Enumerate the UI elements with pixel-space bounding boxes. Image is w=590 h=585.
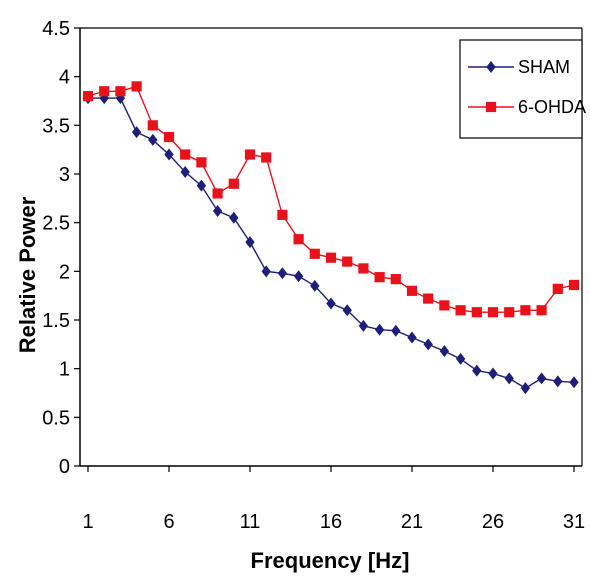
data-point-ohda <box>163 131 175 143</box>
data-point-ohda <box>342 256 353 267</box>
data-point-ohda <box>406 285 418 296</box>
x-tick-label: 26 <box>482 511 504 533</box>
data-point-sham <box>391 324 401 337</box>
data-point-sham <box>245 236 255 249</box>
legend-marker-ohda <box>485 101 497 113</box>
data-point-sham <box>439 345 450 358</box>
axes: 00.511.522.533.544.51 6 11 16 21 26 31 <box>42 18 585 533</box>
data-point-ohda <box>293 234 304 245</box>
data-point-ohda <box>131 81 142 92</box>
x-axis-title: Frequency [Hz] <box>251 548 410 573</box>
legend-label-ohda: 6-OHDA <box>518 97 586 117</box>
y-tick-label: 4.5 <box>42 18 70 40</box>
y-tick-label: 1 <box>59 359 70 381</box>
y-tick-label: 2 <box>59 261 70 283</box>
data-point-sham <box>423 338 433 351</box>
data-point-ohda <box>423 293 434 304</box>
data-point-sham <box>536 372 547 385</box>
data-point-sham <box>212 204 223 217</box>
x-tick-label: 1 <box>82 511 93 533</box>
data-point-sham <box>455 352 466 365</box>
data-point-ohda <box>196 157 207 168</box>
data-point-ohda <box>390 274 401 285</box>
y-axis-title: Relative Power <box>15 196 40 353</box>
data-point-sham <box>374 323 385 336</box>
legend-label-sham: SHAM <box>518 57 570 77</box>
y-tick-label: 3 <box>59 164 70 186</box>
data-point-ohda <box>358 263 369 274</box>
data-point-ohda <box>536 305 547 316</box>
series-layer <box>82 81 580 395</box>
x-tick-label: 21 <box>401 511 423 533</box>
data-point-ohda <box>568 279 580 291</box>
data-point-sham <box>229 211 239 224</box>
data-point-sham <box>180 166 190 179</box>
x-tick-label: 16 <box>320 511 342 533</box>
data-point-ohda <box>309 248 320 259</box>
data-point-sham <box>488 367 498 380</box>
data-point-sham <box>196 179 207 192</box>
data-point-sham <box>310 279 320 292</box>
data-point-sham <box>261 265 271 278</box>
data-point-ohda <box>552 283 563 294</box>
x-tick-label: 11 <box>240 511 261 533</box>
data-point-sham <box>164 148 174 161</box>
y-tick-label: 3.5 <box>42 115 70 137</box>
data-point-sham <box>358 319 369 332</box>
data-point-sham <box>131 126 142 139</box>
data-point-sham <box>277 267 288 280</box>
legend: SHAM 6-OHDA <box>459 39 586 139</box>
data-point-sham <box>504 372 514 385</box>
data-point-sham <box>520 382 531 395</box>
data-point-ohda <box>455 305 466 316</box>
y-tick-label: 4 <box>59 67 70 89</box>
data-point-ohda <box>115 86 126 97</box>
data-point-sham <box>407 331 417 344</box>
x-tick-label: 6 <box>163 511 174 533</box>
x-tick-label: 31 <box>563 511 585 533</box>
data-point-ohda <box>504 307 515 318</box>
y-tick-label: 2.5 <box>42 213 70 235</box>
data-point-ohda <box>520 305 531 316</box>
y-tick-label: 0 <box>59 456 70 478</box>
data-point-ohda <box>147 120 158 131</box>
series-ohda <box>82 81 580 318</box>
data-point-ohda <box>325 252 337 263</box>
data-point-ohda <box>212 188 223 199</box>
data-point-sham <box>569 376 579 389</box>
data-point-ohda <box>228 178 239 189</box>
data-point-sham <box>293 270 304 283</box>
legend-box <box>459 39 583 139</box>
data-point-sham <box>115 92 126 105</box>
data-point-sham <box>148 133 158 146</box>
data-point-ohda <box>180 149 191 160</box>
data-point-ohda <box>82 91 94 102</box>
y-tick-label: 1.5 <box>42 310 70 332</box>
data-point-ohda <box>374 272 385 283</box>
data-point-sham <box>472 364 482 377</box>
data-point-ohda <box>244 149 256 160</box>
data-point-sham <box>326 297 336 310</box>
data-point-sham <box>553 375 563 388</box>
data-point-ohda <box>487 307 499 318</box>
data-point-sham <box>342 304 352 317</box>
data-point-ohda <box>261 152 272 163</box>
legend-marker-sham <box>486 61 496 73</box>
data-point-ohda <box>277 209 288 220</box>
y-tick-label: 0.5 <box>42 407 70 429</box>
data-point-ohda <box>471 307 482 318</box>
data-point-ohda <box>439 300 450 311</box>
data-point-ohda <box>99 86 110 97</box>
